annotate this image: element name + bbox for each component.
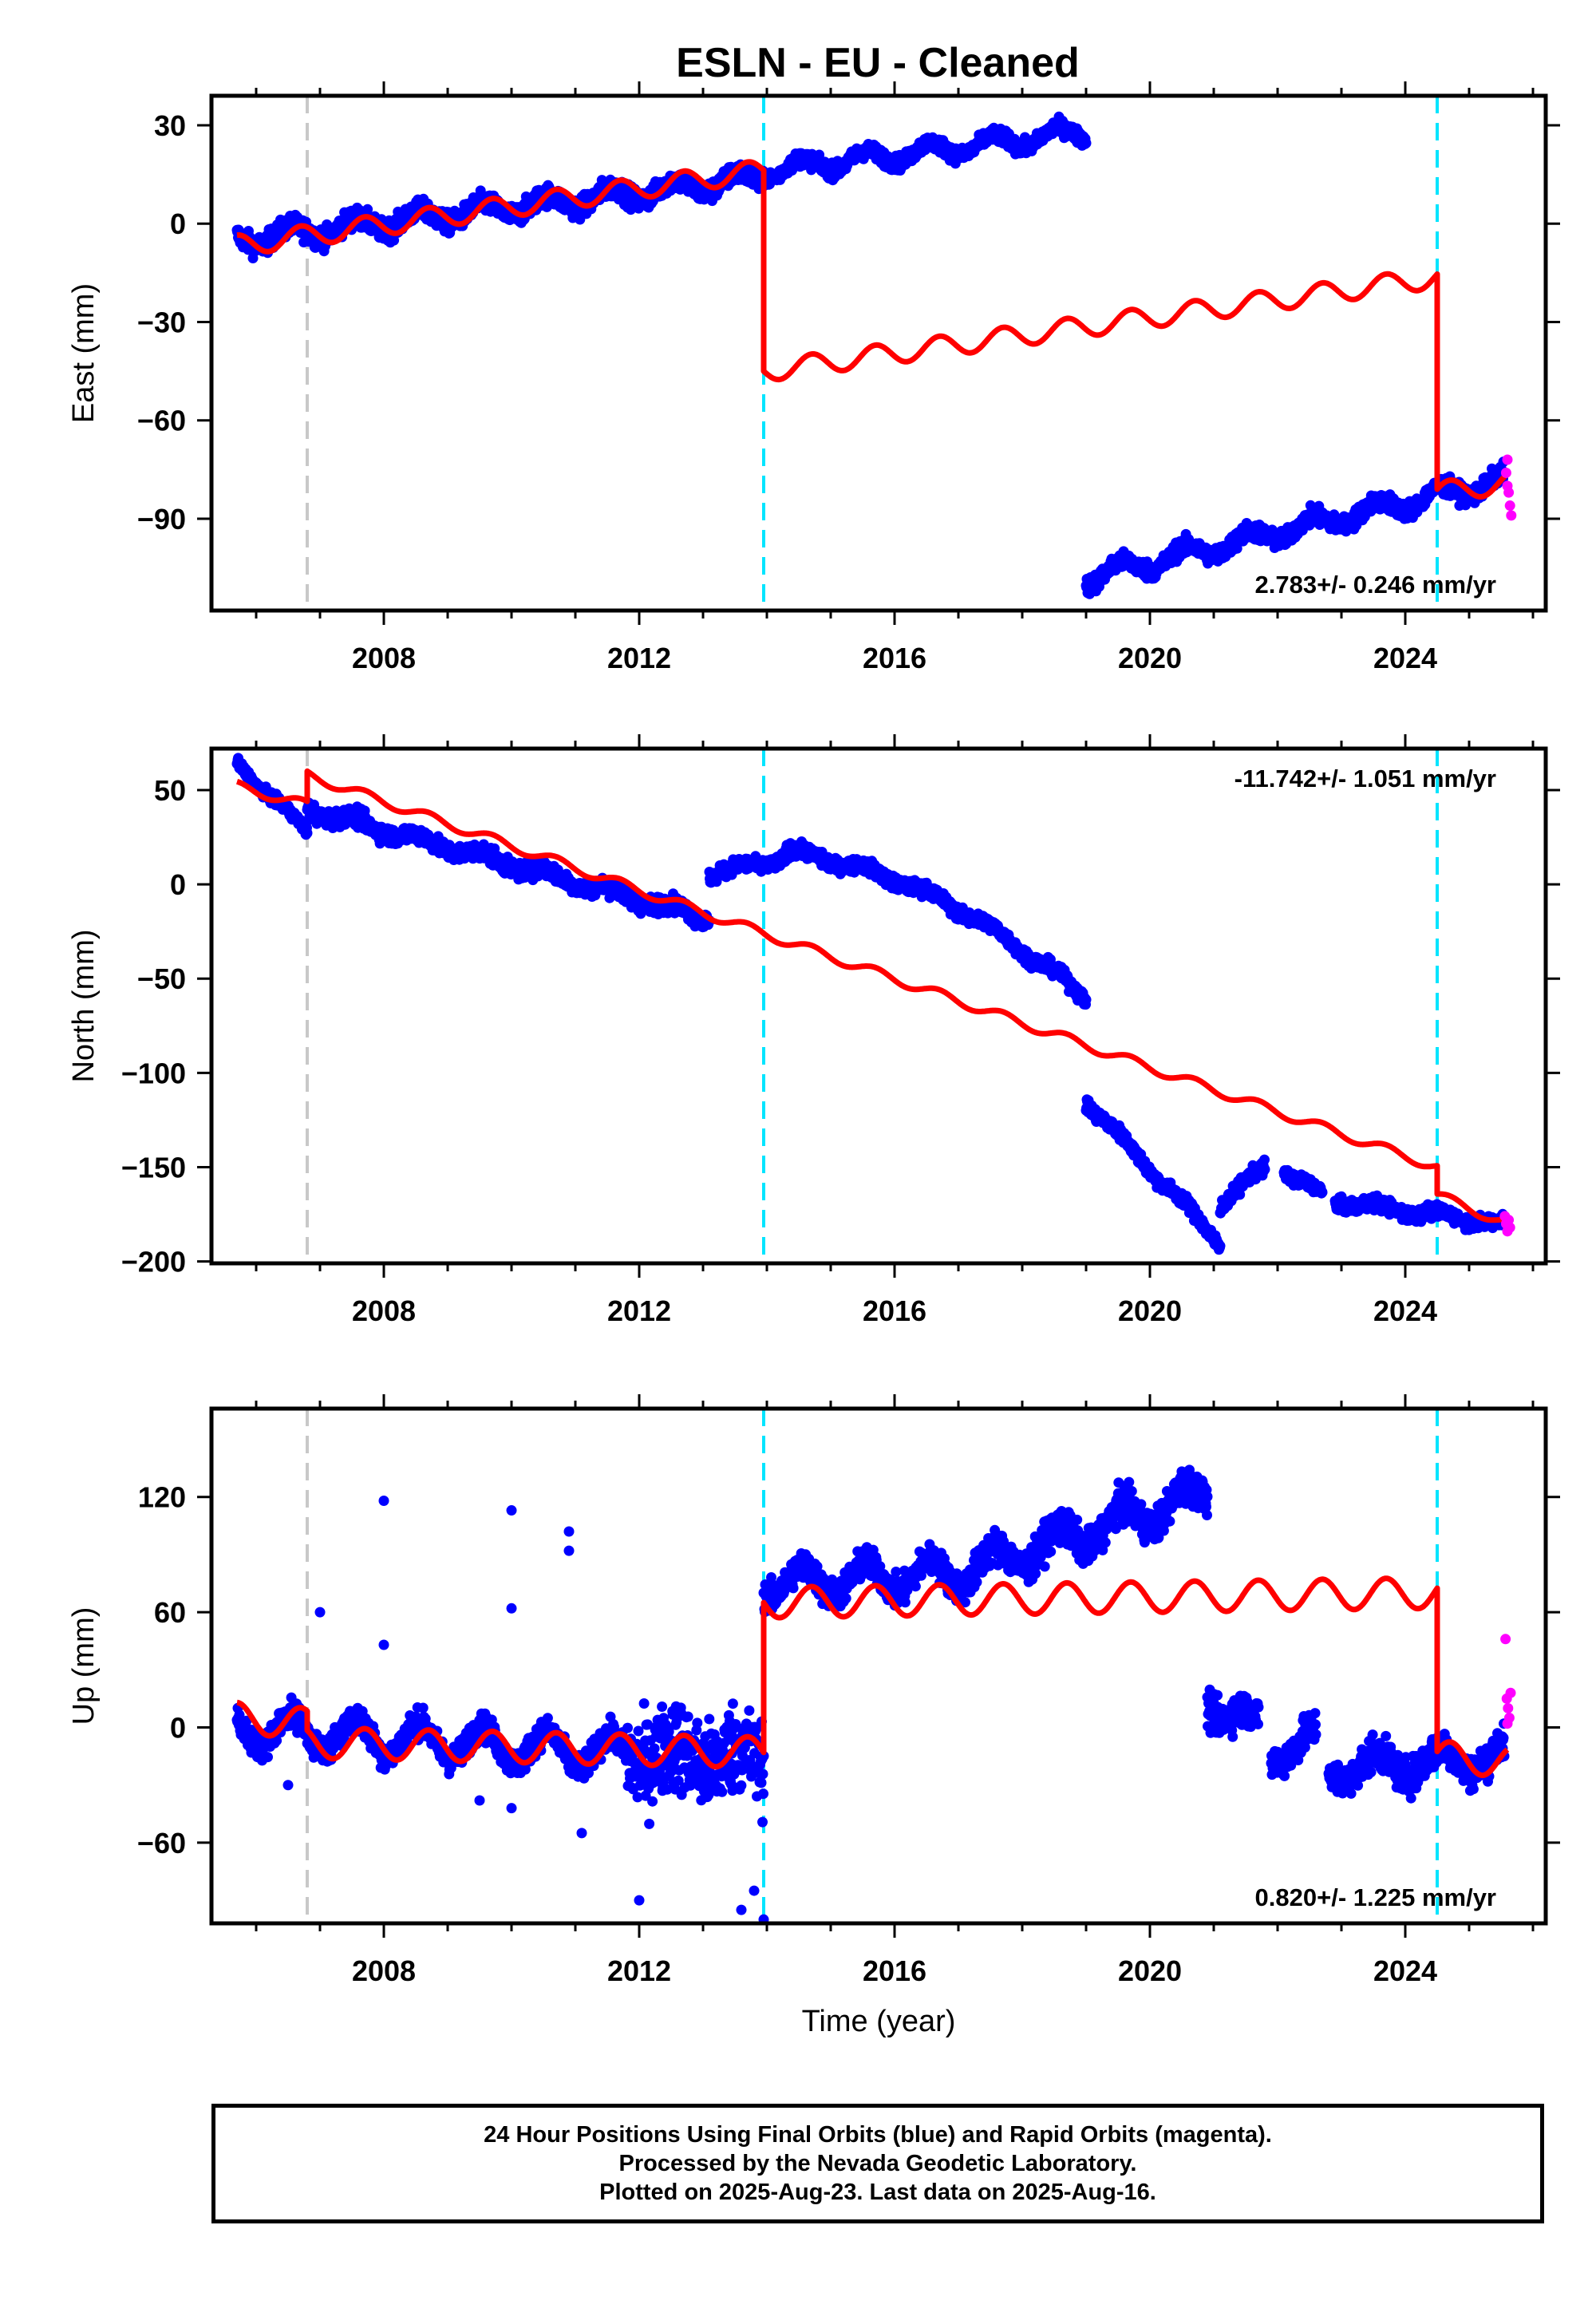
rapid-orbit-point: [1502, 454, 1513, 465]
x-tick-label: 2008: [352, 642, 416, 674]
y-axis-label-east: East (mm): [67, 283, 101, 423]
plot-area-north: [231, 749, 1515, 1263]
y-tick-label: −60: [137, 405, 186, 437]
data-point: [1080, 137, 1092, 148]
plot-frame-east: [209, 93, 1548, 613]
rapid-orbit-point: [1506, 510, 1517, 521]
figure-title: ESLN - EU - Cleaned: [676, 40, 1080, 86]
x-tick-label: 2024: [1373, 642, 1437, 674]
y-tick-label: −30: [137, 306, 186, 338]
y-tick-label: 0: [170, 207, 186, 240]
model-fit-line-east: [235, 159, 1510, 500]
y-tick-label: 30: [154, 109, 186, 142]
x-tick-label: 2020: [1118, 642, 1182, 674]
panel-east: 2008 2012 2016 2020 2024 30 0 −30 −60 −90 East (mm…: [67, 81, 1560, 674]
y-tick-label: −90: [137, 503, 186, 536]
final-orbit-points-north: [231, 753, 1510, 1255]
panel-north: 2008 2012 2016 2020 2024500−50−100−150−200No…: [67, 734, 1560, 1327]
x-tick-label: 2016: [863, 642, 926, 674]
rapid-orbit-point: [1504, 500, 1515, 512]
final-orbit-points-east: [231, 111, 1510, 599]
plot-area-east: [231, 96, 1517, 611]
rapid-orbit-point: [1500, 467, 1511, 478]
x-tick-label: 2012: [607, 642, 671, 674]
velocity-label-east: 2.783+/- 0.246 mm/yr: [1255, 571, 1496, 599]
rapid-orbit-point: [1503, 487, 1515, 498]
data-point: [302, 828, 313, 839]
position-timeseries-figure: ESLN - EU - Cleaned 2008 2012 2016 2020 2024…: [67, 40, 1560, 2038]
data-point: [362, 204, 373, 215]
